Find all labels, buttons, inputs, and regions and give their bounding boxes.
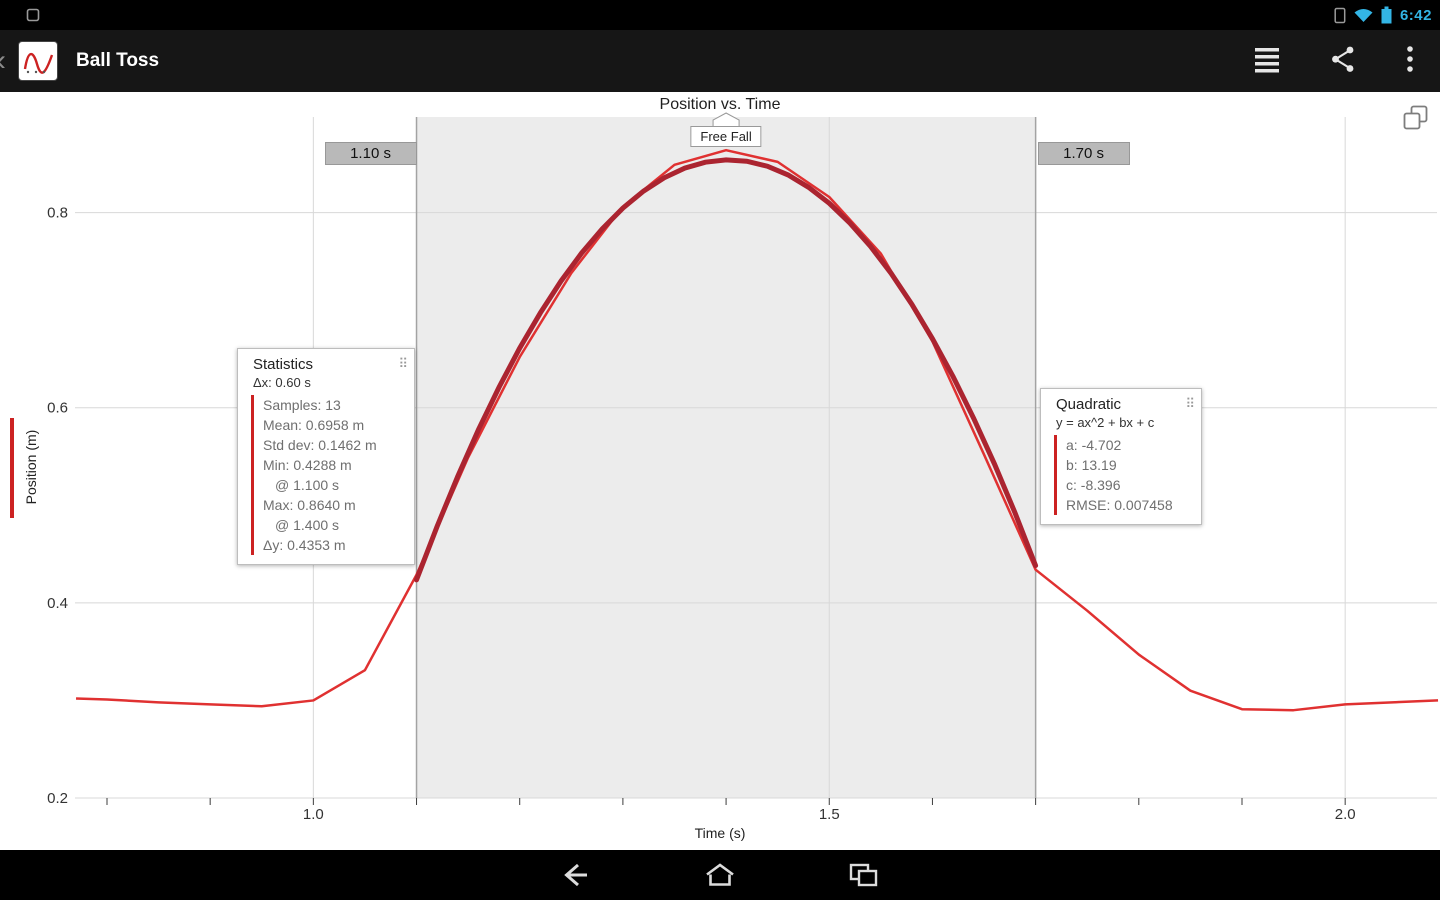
fit-a: a: -4.702 [1066,437,1122,453]
notification-icon [26,8,40,22]
back-icon [564,863,587,887]
selection-start-bracket[interactable]: 1.10 s [324,142,417,165]
battery-icon [1381,6,1392,24]
stat-min: Min: 0.4288 m [263,457,352,473]
selection-end-bracket[interactable]: 1.70 s [1037,142,1130,165]
chart-title: Position vs. Time [659,96,781,113]
freefall-annotation[interactable]: Free Fall [690,126,762,147]
statistics-title: Statistics [253,356,314,373]
clock: 6:42 [1399,6,1432,24]
back-chevron-icon[interactable]: ‹ [0,30,10,92]
x-axis-label: Time (s) [694,825,746,841]
statistics-box[interactable]: ⠿ Statistics Δx: 0.60 s Samples: 13 Mean… [237,348,415,565]
svg-text:0.8: 0.8 [47,205,68,222]
stat-min-time: @ 1.100 s [275,477,340,493]
stat-max-time: @ 1.400 s [275,517,340,533]
recents-button[interactable] [844,860,884,890]
y-axis-dataset-indicator [10,418,14,518]
stat-delta-y: Δy: 0.4353 m [263,537,346,553]
page-title: Ball Toss [76,50,160,71]
stat-stddev: Std dev: 0.1462 m [263,437,377,453]
quadratic-fit-line [414,157,1039,583]
svg-text:0.4: 0.4 [47,595,68,612]
pages-icon [1403,105,1428,130]
pages-button[interactable] [1402,104,1430,137]
statistics-delta-x: Δx: 0.60 s [253,375,311,390]
home-icon [706,863,734,886]
selection-region[interactable] [416,117,1036,798]
fit-c: c: -8.396 [1066,477,1121,493]
home-button[interactable] [700,860,740,890]
status-bar: 6:42 [0,0,1440,30]
action-bar: ‹ Ball Toss [0,30,1440,92]
stat-samples: Samples: 13 [263,397,341,413]
quadratic-fit-box[interactable]: ⠿ Quadratic y = ax^2 + bx + c a: -4.702 … [1040,388,1202,525]
overflow-menu-button[interactable] [1406,44,1414,79]
position-data-line [75,148,1439,712]
share-button[interactable] [1330,45,1356,78]
navigation-bar [0,850,1440,900]
fit-b: b: 13.19 [1066,457,1117,473]
overflow-menu-icon [1407,45,1413,72]
tablet-status-icon [1334,7,1346,23]
svg-text:1.5: 1.5 [819,806,840,823]
stat-max: Max: 0.8640 m [263,497,356,513]
share-icon [1332,46,1354,72]
drag-handle-icon[interactable]: ⠿ [1185,396,1195,411]
recents-icon [849,863,878,887]
fit-formula: y = ax^2 + bx + c [1056,415,1155,430]
stat-mean: Mean: 0.6958 m [263,417,365,433]
svg-text:0.6: 0.6 [47,400,68,417]
position-time-chart[interactable]: 0.2 0.4 0.6 0.8 1.0 1.5 2.0 [0,92,1440,850]
app-logo-graph-icon [23,52,54,74]
app-icon[interactable] [18,41,58,81]
fit-values: a: -4.702 b: 13.19 c: -8.396 RMSE: 0.007… [1054,435,1191,515]
svg-text:1.0: 1.0 [303,806,324,823]
wifi-icon [1354,8,1373,22]
statistics-values: Samples: 13 Mean: 0.6958 m Std dev: 0.14… [251,395,404,555]
svg-text:2.0: 2.0 [1335,806,1356,823]
data-table-button[interactable] [1254,45,1280,78]
fit-title: Quadratic [1056,396,1122,413]
fit-rmse: RMSE: 0.007458 [1066,497,1173,513]
data-table-icon [1255,47,1279,72]
y-axis-label: Position (m) [23,429,39,505]
chart-region[interactable]: 0.2 0.4 0.6 0.8 1.0 1.5 2.0 Position vs. Time … [0,92,1440,850]
drag-handle-icon[interactable]: ⠿ [398,356,408,371]
back-button[interactable] [556,860,596,890]
svg-text:0.2: 0.2 [47,790,68,807]
